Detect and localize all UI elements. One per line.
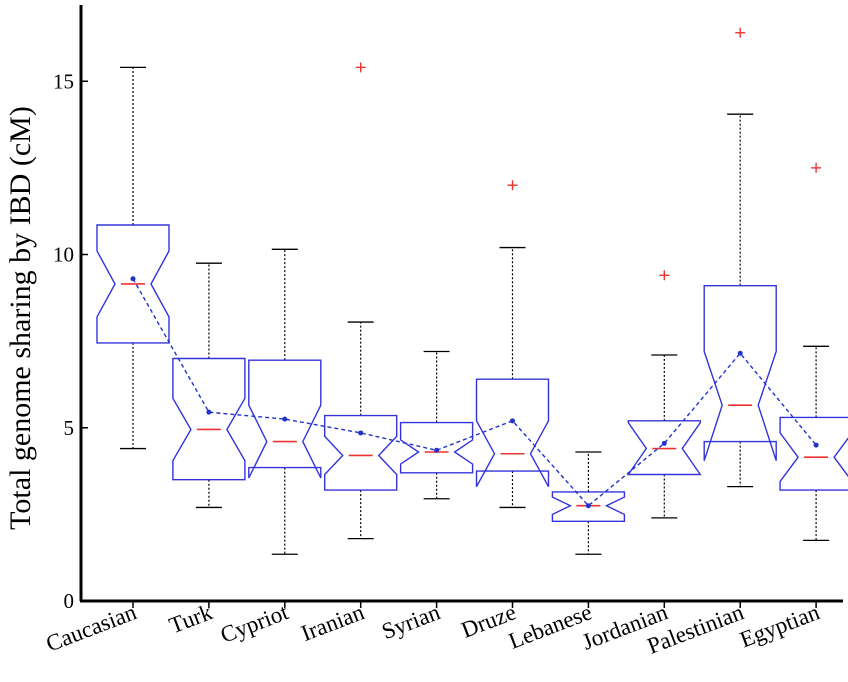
notched-box	[172, 357, 246, 481]
y-tick-label: 10	[53, 243, 74, 267]
box-syrian	[399, 350, 474, 500]
box-jordanian	[626, 270, 702, 519]
notched-box	[779, 416, 848, 491]
y-tick-label: 0	[64, 589, 75, 613]
x-ticks: Caucasian Turk Cypriot Iranian Syrian DruzeLe…	[43, 599, 824, 659]
notched-box	[626, 420, 702, 476]
notched-box	[399, 421, 474, 474]
x-tick-label: Turk	[166, 599, 216, 638]
mean-point	[130, 276, 136, 282]
y-tick-label: 5	[64, 416, 75, 440]
x-tick-label: Lebanese	[505, 599, 595, 653]
mean-point	[661, 440, 667, 446]
notched-box	[551, 491, 626, 522]
box-cypriot	[248, 248, 322, 555]
outlier-marker	[507, 180, 518, 191]
mean-point	[434, 447, 440, 453]
box-lebanese	[551, 451, 626, 555]
box-egyptian	[779, 162, 848, 542]
x-tick-label: Caucasian	[43, 599, 141, 656]
box-iranian	[324, 62, 398, 540]
notched-box	[703, 285, 777, 461]
box-palestinian	[703, 27, 777, 488]
mean-connector-line	[132, 278, 817, 507]
box-caucasian	[96, 66, 170, 450]
mean-line-series	[130, 276, 819, 509]
mean-point	[510, 418, 515, 424]
mean-point	[813, 442, 819, 448]
mean-point	[282, 416, 288, 422]
outlier-marker	[355, 62, 366, 73]
mean-point	[358, 430, 364, 436]
y-ticks: 0 5 10 15	[53, 69, 88, 613]
outlier-marker	[811, 162, 822, 173]
outlier-marker	[659, 270, 670, 281]
boxes	[96, 27, 848, 555]
y-axis-label: Total genome sharing by IBD (cM)	[4, 106, 37, 530]
notched-box	[475, 378, 550, 488]
notched-box	[248, 359, 322, 479]
notched-box	[324, 414, 398, 491]
box-druze	[475, 180, 550, 509]
mean-point	[585, 503, 591, 509]
y-tick-label: 15	[53, 69, 74, 93]
mean-point	[737, 350, 743, 356]
x-tick-label: Syrian	[378, 599, 443, 644]
x-tick-label: Iranian	[298, 599, 368, 646]
axes	[79, 5, 843, 603]
box-turk	[172, 262, 246, 509]
mean-point	[206, 409, 212, 415]
x-tick-label: Egyptian	[736, 599, 823, 652]
x-tick-label: Cypriot	[217, 599, 292, 648]
outlier-marker	[735, 27, 746, 38]
